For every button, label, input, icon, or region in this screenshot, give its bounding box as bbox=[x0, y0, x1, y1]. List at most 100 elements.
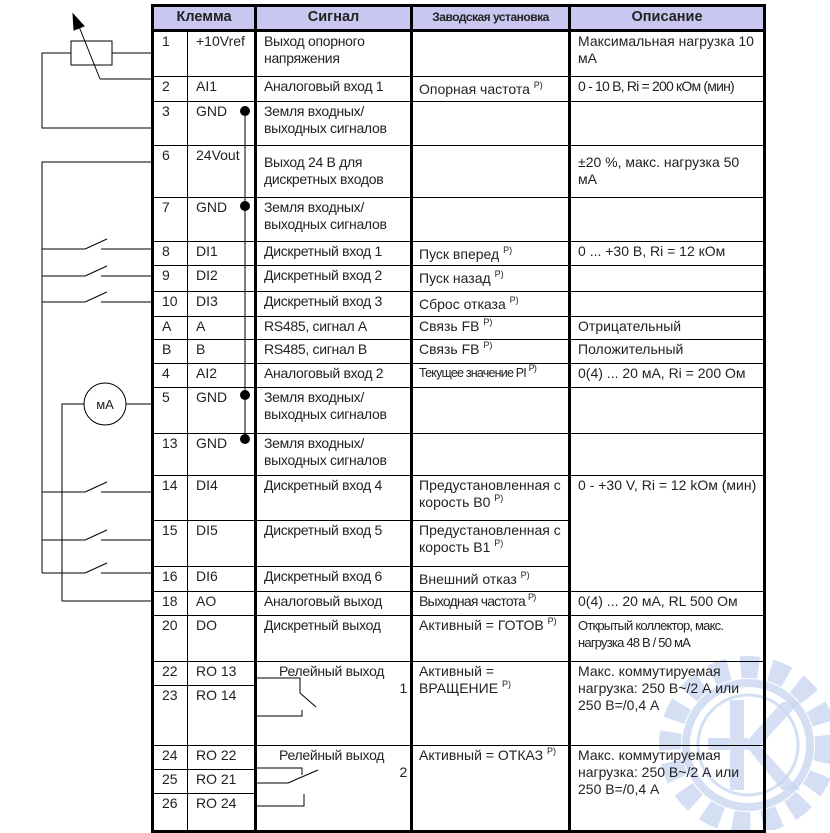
default-setting-cell bbox=[411, 145, 571, 198]
terminal-number-text: 18 bbox=[162, 593, 178, 609]
header-description: Описание bbox=[568, 5, 766, 32]
default-setting-cell: Внешний отказ P) bbox=[411, 566, 571, 592]
terminal-name-text: B bbox=[196, 341, 206, 357]
description-cell-text: Открытый коллектор, макс. нагрузка 48 В … bbox=[578, 618, 724, 650]
default-setting-cell-text: Выходная частота bbox=[419, 593, 526, 609]
default-setting-cell-text: Внешний отказ bbox=[419, 571, 517, 587]
terminal-name-text: DI3 bbox=[196, 293, 218, 309]
signal-cell: Земля входных/ выходных сигналов bbox=[254, 101, 414, 146]
parameter-note-mark: P) bbox=[528, 592, 536, 602]
terminal-number-text: 24 bbox=[162, 747, 178, 763]
terminal-name: +10Vref bbox=[186, 30, 257, 77]
terminal-name: AI1 bbox=[186, 76, 257, 102]
description-cell: Макс. коммутируемая нагрузка: 250 В~/2 А… bbox=[568, 661, 766, 746]
default-setting-cell-text: Связь FB bbox=[419, 341, 480, 357]
default-setting-cell-text: Активный = ОТКАЗ bbox=[419, 747, 544, 763]
parameter-note-mark: P) bbox=[501, 679, 511, 689]
parameter-note-mark: P) bbox=[494, 269, 504, 279]
default-setting-cell-text: Активный = ВРАЩЕНИЕ bbox=[419, 663, 499, 696]
terminal-name-text: GND bbox=[196, 435, 228, 451]
terminal-name-text: DO bbox=[196, 617, 217, 633]
description-cell-text: 0(4) ... 20 мА, Ri = 200 Ом bbox=[578, 365, 746, 381]
terminal-number: 13 bbox=[152, 433, 188, 476]
terminal-name: DI4 bbox=[186, 475, 257, 521]
wiper-arrow-icon bbox=[77, 23, 101, 80]
signal-cell: Аналоговый вход 2 bbox=[254, 363, 414, 388]
signal-cell: Дискретный вход 2 bbox=[254, 265, 414, 292]
terminal-number-text: 23 bbox=[162, 687, 178, 703]
default-setting-cell: Сброс отказа P) bbox=[411, 291, 571, 317]
terminal-name-text: AI2 bbox=[196, 365, 218, 381]
description-cell: ±20 %, макс. нагрузка 50 мА bbox=[568, 145, 766, 198]
table-row: 3 GND Земля входных/ выходных сигналов bbox=[152, 101, 766, 146]
switch-di5-icon bbox=[42, 529, 151, 541]
terminal-number: 1 bbox=[152, 30, 188, 77]
description-cell: Максимальная нагрузка 10 мА bbox=[568, 30, 766, 77]
table-row: 4 AI2 Аналоговый вход 2 Текущее значение PI… bbox=[152, 363, 766, 388]
table-row: 22 RO 13 Релейный выход 1 Активный = ВРАЩЕНИ… bbox=[152, 661, 766, 746]
header-terminal: Клемма bbox=[151, 5, 257, 32]
description-cell-text: 0(4) ... 20 мА, RL 500 Ом bbox=[578, 593, 738, 609]
terminal-number: 15 bbox=[152, 520, 188, 567]
default-setting-cell-text: Связь FB bbox=[419, 318, 480, 334]
description-cell: 0 - 10 В, Ri = 200 кОм (мин) bbox=[568, 76, 766, 102]
description-cell-text: Макс. коммутируемая нагрузка: 250 В~/2 А… bbox=[578, 747, 740, 797]
table-row: 18 AO Аналоговый выход Выходная частота P) 0… bbox=[152, 591, 766, 616]
switch-di1-icon bbox=[42, 238, 151, 250]
terminal-number-text: 14 bbox=[162, 477, 178, 493]
terminal-name-text: GND bbox=[196, 389, 228, 405]
signal-cell: Дискретный вход 4 bbox=[254, 475, 414, 521]
parameter-note-mark: P) bbox=[494, 538, 504, 548]
table-row: 10 DI3 Дискретный вход 3 Сброс отказа P) bbox=[152, 291, 766, 317]
relay-number: 2 bbox=[399, 764, 408, 780]
terminal-name: DI5 bbox=[186, 520, 257, 567]
default-setting-cell bbox=[411, 433, 571, 476]
terminal-number-text: 1 bbox=[162, 33, 170, 49]
potentiometer-icon bbox=[70, 40, 113, 66]
terminal-number: 25 bbox=[152, 769, 188, 794]
terminal-number-text: 10 bbox=[162, 293, 178, 309]
switch-di3-icon bbox=[42, 291, 151, 303]
default-setting-cell: Предустановленная скорость В0 P) bbox=[411, 475, 571, 521]
terminal-number-text: 16 bbox=[162, 568, 178, 584]
default-setting-cell: Текущее значение PI P) bbox=[411, 363, 571, 388]
table-row: 25 RO 21 bbox=[152, 769, 765, 794]
signal-text: Дискретный вход 2 bbox=[264, 267, 382, 283]
terminal-name-text: +10Vref bbox=[196, 33, 245, 49]
terminal-number: 18 bbox=[152, 591, 188, 616]
terminal-number-text: 2 bbox=[162, 78, 170, 94]
terminal-name: RO 21 bbox=[186, 769, 257, 794]
table-row: 14 DI4 Дискретный вход 4 Предустановленная … bbox=[152, 475, 766, 592]
signal-cell: Релейный выход 2 bbox=[254, 745, 414, 832]
description-cell bbox=[568, 101, 766, 146]
signal-text: Аналоговый вход 1 bbox=[264, 78, 384, 94]
default-setting-cell-text: Предустановленная скорость В0 bbox=[419, 477, 561, 510]
signal-text: Аналоговый выход bbox=[264, 593, 382, 609]
signal-text: Земля входных/ выходных сигналов bbox=[264, 389, 387, 422]
signal-text: Выход 24 В для дискретных входов bbox=[264, 154, 384, 187]
default-setting-cell bbox=[411, 197, 571, 242]
signal-cell: Дискретный вход 5 bbox=[254, 520, 414, 567]
table-row: 26 RO 24 bbox=[152, 793, 765, 832]
terminal-name-text: AI1 bbox=[196, 78, 218, 94]
terminal-number: 16 bbox=[152, 566, 188, 592]
parameter-note-mark: P) bbox=[494, 493, 504, 503]
default-setting-cell-text: Опорная частота bbox=[419, 81, 530, 97]
terminal-number-text: 6 bbox=[162, 147, 170, 163]
terminal-name-text: AO bbox=[196, 593, 217, 609]
terminal-number: 3 bbox=[152, 101, 188, 146]
parameter-note-mark: P) bbox=[533, 80, 543, 90]
terminal-name: RO 14 bbox=[186, 685, 257, 746]
description-cell: Открытый коллектор, макс. нагрузка 48 В … bbox=[568, 615, 766, 662]
terminal-number: 23 bbox=[152, 685, 188, 746]
signal-cell: Земля входных/ выходных сигналов bbox=[254, 197, 414, 242]
terminal-number-text: 4 bbox=[162, 365, 170, 381]
default-setting-cell-text: Пуск вперед bbox=[419, 246, 500, 262]
terminal-table: Клемма Сигнал Заводская установка Описан… bbox=[151, 4, 767, 833]
parameter-note-mark: P) bbox=[528, 363, 537, 373]
default-setting-cell-text: Пуск назад bbox=[419, 270, 491, 286]
description-cell: 0 - +30 V, Ri = 12 kОм (мин) bbox=[568, 475, 766, 592]
description-cell: 0(4) ... 20 мА, Ri = 200 Ом bbox=[568, 363, 766, 388]
signal-cell: Релейный выход 1 bbox=[254, 661, 414, 746]
parameter-note-mark: P) bbox=[483, 317, 493, 327]
